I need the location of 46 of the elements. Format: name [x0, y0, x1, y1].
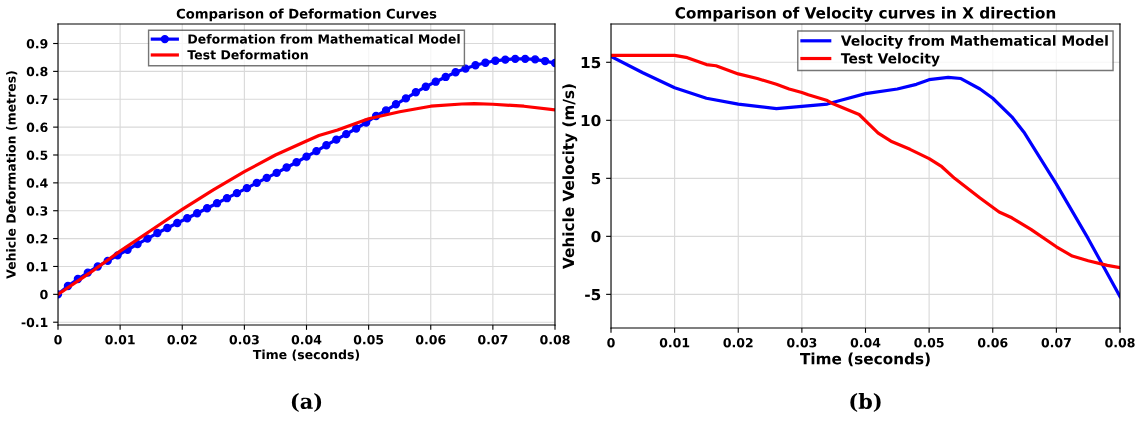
y-tick-label: 0.6 — [26, 122, 48, 133]
y-tick-label: 0.7 — [26, 94, 48, 105]
y-tick-label: 15 — [581, 56, 601, 69]
chart-title: Comparison of Velocity curves in X direction — [675, 6, 1056, 22]
y-tick-label: 0.3 — [26, 206, 48, 216]
x-tick-label: 0.02 — [723, 337, 753, 348]
y-tick-label: 0.5 — [26, 150, 48, 160]
legend-label: Test Velocity — [840, 52, 940, 67]
x-tick-label: 0.06 — [415, 334, 446, 345]
x-tick-label: 0 — [54, 334, 62, 345]
x-tick-label: 0.01 — [105, 334, 135, 345]
x-tick-label: 0.05 — [353, 334, 384, 345]
x-tick-label: 0 — [607, 337, 615, 348]
y-tick-label: 0.8 — [26, 66, 48, 77]
y-tick-label: 5 — [591, 172, 601, 185]
y-tick-label: -0.1 — [21, 317, 48, 328]
y-tick-label: -5 — [585, 289, 601, 301]
x-tick-label: 0.07 — [1041, 337, 1071, 348]
x-tick-label: 0.07 — [478, 334, 508, 345]
x-tick-label: 0.04 — [850, 337, 881, 348]
y-tick-label: 0.2 — [26, 234, 48, 244]
x-tick-label: 0.08 — [540, 334, 570, 345]
y-tick-label: 0.1 — [26, 261, 48, 272]
x-tick-label: 0.03 — [229, 334, 259, 345]
x-tick-label: 0.02 — [167, 334, 197, 345]
y-tick-label: 0.4 — [26, 178, 48, 188]
x-tick-label: 0.08 — [1105, 337, 1135, 348]
x-tick-label: 0.04 — [291, 334, 322, 345]
text: (b) — [850, 392, 881, 412]
x-tick-label: 0.03 — [787, 337, 817, 348]
x-axis-title: Time (seconds) — [800, 352, 930, 367]
legend-label: Test Deformation — [187, 49, 308, 60]
x-tick-label: 0.05 — [914, 337, 944, 348]
x-axis-title: Time (seconds) — [252, 349, 360, 361]
x-tick-label: 0.06 — [977, 337, 1008, 348]
y-tick-label: 0 — [591, 230, 601, 243]
y-axis-title: Vehicle Deformation (metres) — [6, 71, 18, 279]
y-tick-label: 10 — [581, 114, 601, 127]
legend-label: Velocity from Mathematical Model — [840, 35, 1108, 49]
chart-title: Comparison of Deformation Curves — [176, 8, 437, 22]
y-tick-label: 0.9 — [26, 38, 48, 49]
y-tick-label: 0 — [40, 289, 48, 300]
y-axis-title: Vehicle Velocity (m/s) — [562, 84, 578, 269]
x-tick-label: 0.01 — [659, 337, 690, 348]
legend-label: Deformation from Mathematical Model — [188, 34, 460, 44]
text: (a) — [291, 392, 322, 412]
